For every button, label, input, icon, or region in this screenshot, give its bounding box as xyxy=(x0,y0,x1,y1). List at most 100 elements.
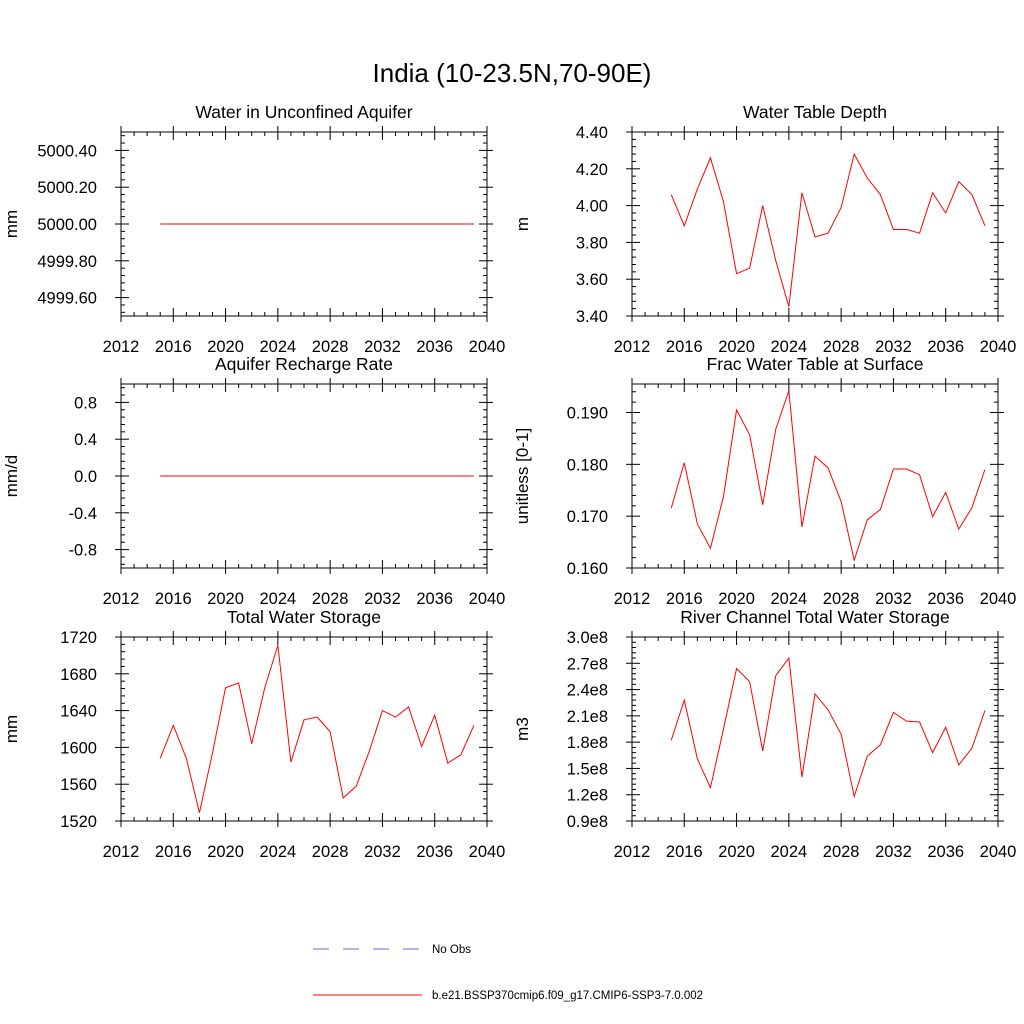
x-tick-label: 2024 xyxy=(770,338,807,356)
panel-water-table-depth: Water Table Depth 2012 2016 2020 2024 2028 203… xyxy=(513,102,1016,356)
x-tick-label: 2028 xyxy=(312,843,349,861)
y-tick-label: 4.00 xyxy=(576,198,608,216)
x-tick-label: 2024 xyxy=(770,843,807,861)
x-tick-label: 2036 xyxy=(416,590,453,608)
y-tick-label: -0.8 xyxy=(69,542,97,560)
y-tick-label: 5000.00 xyxy=(37,216,97,234)
x-tick-label: 2016 xyxy=(155,338,192,356)
x-tick-label: 2020 xyxy=(718,843,755,861)
x-tick-label: 2028 xyxy=(312,338,349,356)
x-tick-label: 2012 xyxy=(614,590,651,608)
y-tick-label: 1640 xyxy=(60,703,97,721)
y-axis-label: mm xyxy=(2,210,21,238)
y-tick-label: 3.80 xyxy=(576,234,608,252)
y-tick-label: 4.40 xyxy=(576,124,608,142)
x-tick-label: 2032 xyxy=(875,338,912,356)
y-tick-label: 0.180 xyxy=(567,456,608,474)
x-tick-label: 2040 xyxy=(469,338,506,356)
x-tick-label: 2024 xyxy=(770,590,807,608)
y-tick-label: 1600 xyxy=(60,739,97,757)
y-tick-label: 0.160 xyxy=(567,560,608,578)
y-tick-label: -0.4 xyxy=(69,505,97,523)
y-tick-label: 1.2e8 xyxy=(567,787,608,805)
y-tick-label: 3.40 xyxy=(576,308,608,326)
y-tick-label: 2.1e8 xyxy=(567,708,608,726)
x-tick-label: 2020 xyxy=(718,338,755,356)
y-tick-label: 2.7e8 xyxy=(567,655,608,673)
x-tick-label: 2020 xyxy=(718,590,755,608)
x-tick-label: 2024 xyxy=(259,338,296,356)
y-tick-label: 0.190 xyxy=(567,405,608,423)
x-tick-label: 2036 xyxy=(927,843,964,861)
x-tick-label: 2040 xyxy=(980,338,1017,356)
panel-title: Water in Unconfined Aquifer xyxy=(195,102,412,122)
x-tick-label: 2028 xyxy=(823,843,860,861)
x-tick-label: 2016 xyxy=(155,843,192,861)
y-tick-label: 4999.80 xyxy=(37,253,97,271)
x-tick-label: 2016 xyxy=(155,590,192,608)
y-axis-label: m xyxy=(513,217,532,231)
y-tick-label: 4.20 xyxy=(576,161,608,179)
y-tick-label: 1720 xyxy=(60,629,97,647)
x-tick-label: 2016 xyxy=(666,590,703,608)
x-tick-label: 2040 xyxy=(469,843,506,861)
legend-label-no-obs: No Obs xyxy=(432,944,471,956)
x-tick-label: 2032 xyxy=(364,843,401,861)
x-tick-label: 2024 xyxy=(259,590,296,608)
x-tick-label: 2032 xyxy=(364,590,401,608)
series-line-model xyxy=(670,390,986,563)
x-tick-label: 2036 xyxy=(416,843,453,861)
x-tick-label: 2032 xyxy=(364,338,401,356)
x-tick-label: 2012 xyxy=(614,338,651,356)
panel-total-water-storage: Total Water Storage 2012 2016 2020 2024 2028 2… xyxy=(2,607,505,861)
panel-title: Frac Water Table at Surface xyxy=(707,354,924,374)
y-tick-label: 5000.20 xyxy=(37,179,97,197)
x-tick-label: 2012 xyxy=(103,843,140,861)
x-tick-label: 2012 xyxy=(103,590,140,608)
x-tick-label: 2040 xyxy=(469,590,506,608)
y-tick-label: 0.170 xyxy=(567,508,608,526)
x-tick-label: 2036 xyxy=(927,338,964,356)
y-axis-label: mm xyxy=(2,715,21,743)
y-tick-label: 1680 xyxy=(60,666,97,684)
y-axis-label: mm/d xyxy=(2,455,21,498)
y-tick-label: 1.8e8 xyxy=(567,734,608,752)
panels: Water in Unconfined Aquifer 2012 2016 2020 2… xyxy=(2,102,1016,861)
y-tick-label: 2.4e8 xyxy=(567,682,608,700)
y-tick-label: 4999.60 xyxy=(37,290,97,308)
x-tick-label: 2012 xyxy=(614,843,651,861)
y-tick-label: 3.60 xyxy=(576,271,608,289)
y-tick-label: 1560 xyxy=(60,776,97,794)
x-tick-label: 2020 xyxy=(207,843,244,861)
y-tick-label: 0.0 xyxy=(74,468,97,486)
panel-title: River Channel Total Water Storage xyxy=(680,607,949,627)
series-line-model xyxy=(670,152,986,307)
x-tick-label: 2040 xyxy=(980,590,1017,608)
legend-label-model: b.e21.BSSP370cmip6.f09_g17.CMIP6-SSP3-7.… xyxy=(432,990,703,1002)
x-tick-label: 2028 xyxy=(823,590,860,608)
y-tick-label: 1520 xyxy=(60,813,97,831)
panel-water-in-unconfined-aquifer: Water in Unconfined Aquifer 2012 2016 2020 2… xyxy=(2,102,505,356)
y-tick-label: 3.0e8 xyxy=(567,629,608,647)
panel-frac-water-table-at-surface: Frac Water Table at Surface 2012 2016 2020 2… xyxy=(513,354,1016,608)
x-tick-label: 2024 xyxy=(259,843,296,861)
x-tick-label: 2032 xyxy=(875,843,912,861)
x-tick-label: 2012 xyxy=(103,338,140,356)
y-tick-label: 0.4 xyxy=(74,431,97,449)
y-axis-label: m3 xyxy=(513,717,532,741)
panel-title: Total Water Storage xyxy=(227,607,381,627)
x-tick-label: 2016 xyxy=(666,338,703,356)
x-tick-label: 2028 xyxy=(312,590,349,608)
series-line-model xyxy=(670,656,986,799)
y-axis-label: unitless [0-1] xyxy=(513,428,532,524)
y-tick-label: 0.8 xyxy=(74,394,97,412)
series-line-model xyxy=(159,645,475,813)
y-tick-label: 5000.40 xyxy=(37,142,97,160)
legend: No Obs b.e21.BSSP370cmip6.f09_g17.CMIP6-S… xyxy=(313,944,703,1002)
x-tick-label: 2032 xyxy=(875,590,912,608)
y-tick-label: 0.9e8 xyxy=(567,813,608,831)
y-tick-label: 1.5e8 xyxy=(567,760,608,778)
panel-title: Aquifer Recharge Rate xyxy=(215,354,393,374)
